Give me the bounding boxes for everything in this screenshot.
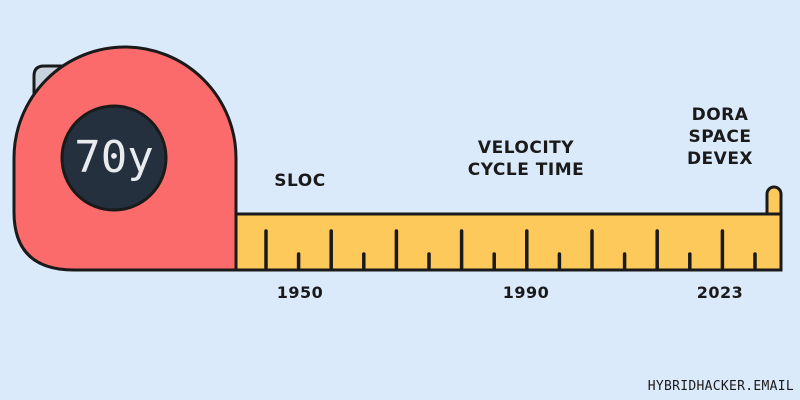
credit-text: HYBRIDHACKER.EMAIL [647, 379, 794, 394]
counter-dial [60, 104, 168, 212]
counter-value: 70y [74, 132, 154, 183]
metric-label: SPACE [688, 127, 752, 147]
metric-label: DORA [691, 105, 749, 125]
era-2023-metrics: DORA SPACE DEVEX [670, 104, 770, 170]
metric-label: SLOC [274, 171, 326, 191]
tape-tick-marks [264, 229, 757, 270]
era-1950-year: 1950 [276, 283, 324, 302]
era-1990-metrics: VELOCITY CYCLE TIME [446, 137, 606, 181]
tape-strip [198, 185, 783, 272]
metric-label: VELOCITY [477, 138, 575, 158]
metric-label: CYCLE TIME [467, 160, 585, 180]
era-1990-year: 1990 [502, 283, 550, 302]
tape-end-hook [765, 185, 783, 216]
tape-blade [198, 212, 783, 272]
era-1950-metrics: SLOC [250, 170, 350, 192]
tape-case [12, 45, 238, 272]
metric-label: DEVEX [686, 149, 754, 169]
era-2023-year: 2023 [696, 283, 744, 302]
